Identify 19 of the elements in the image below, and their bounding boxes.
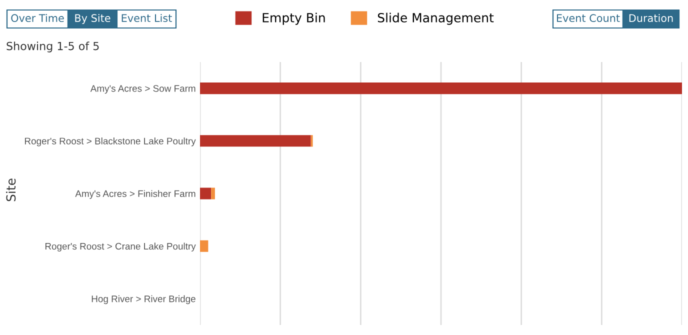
text: Event List	[122, 14, 172, 22]
legend-label: Slide Management	[378, 12, 494, 25]
y-tick-label: Amy's Acres > Finisher Farm	[75, 190, 196, 199]
text: By Site	[75, 14, 110, 24]
y-tick-label: Roger's Roost > Crane Lake Poultry	[45, 242, 196, 252]
text: Duration	[629, 14, 673, 22]
y-axis-title: Site	[6, 178, 16, 202]
y-tick-label: Hog River > River Bridge	[92, 295, 196, 304]
text: Showing 1-5 of 5	[6, 42, 99, 52]
bar	[200, 240, 208, 252]
y-tick-label: Roger's Roost > Blackstone Lake Poultry	[24, 137, 196, 146]
bar	[200, 188, 212, 200]
bar	[200, 135, 311, 147]
y-tick-label: Amy's Acres > Sow Farm	[90, 85, 196, 94]
text: Over Time	[11, 14, 64, 22]
bar	[211, 188, 215, 200]
text: Event Count	[556, 14, 620, 22]
bar	[200, 82, 682, 94]
legend-label: Empty Bin	[262, 12, 325, 25]
